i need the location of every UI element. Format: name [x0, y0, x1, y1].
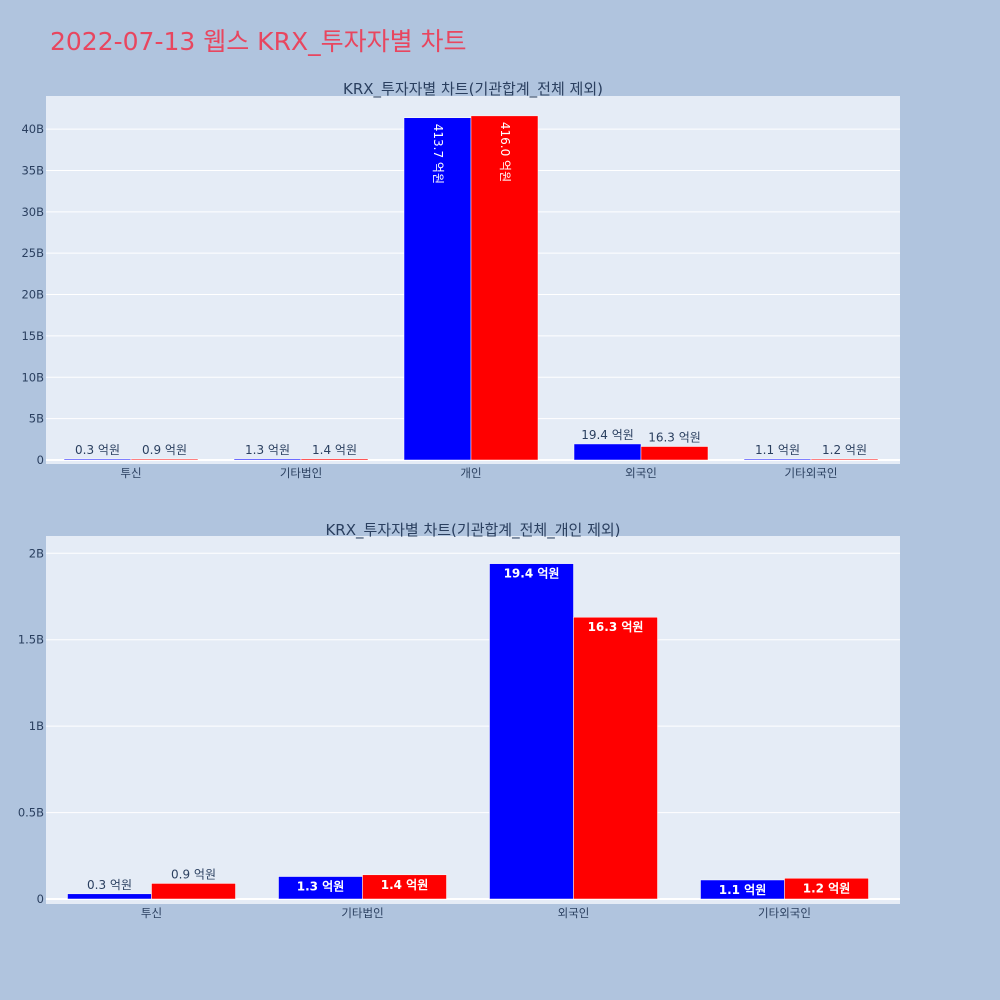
bar-value-label: 1.1 억원 — [719, 883, 767, 897]
y-tick-label: 5B — [29, 412, 44, 426]
buy-bar — [67, 893, 152, 900]
bar-value-label: 19.4 억원 — [581, 428, 634, 442]
x-tick-label: 투신 — [141, 906, 162, 920]
chart-1: 0 5B 10B 15B 20B 25B 30B 35B 40B KRX_투자자별 차트(기관합계… — [21, 80, 900, 480]
x-tick-label: 기타외국인 — [785, 466, 838, 480]
plot-area — [46, 536, 900, 904]
x-tick-label: 기타법인 — [280, 466, 322, 480]
bar-value-label: 1.1 억원 — [755, 443, 800, 457]
chart-title: KRX_투자자별 차트(기관합계_전체_개인 제외) — [325, 521, 620, 540]
sell-bar — [362, 874, 447, 900]
y-tick-label: 40B — [21, 122, 44, 136]
bar-value-label: 0.9 억원 — [142, 443, 187, 457]
bar-value-label: 19.4 억원 — [504, 567, 560, 581]
bar-value-label: 16.3 억원 — [648, 431, 701, 445]
y-tick-label: 10B — [21, 370, 44, 384]
chart-2: 0 0.5B 1B 1.5B 2B KRX_투자자별 차트(기관합계_전체_개인 제외) 투… — [18, 521, 900, 920]
sell-bar — [300, 458, 369, 461]
bar-value-label: 1.4 억원 — [381, 878, 429, 892]
sell-bar — [470, 115, 539, 461]
bar-value-label: 416.0 억원 — [498, 122, 512, 182]
y-tick-label: 1B — [29, 719, 44, 733]
buy-bar — [63, 458, 132, 461]
bar-value-label: 1.4 억원 — [312, 443, 357, 457]
y-tick-label: 15B — [21, 329, 44, 343]
buy-bar — [743, 458, 812, 461]
sell-bar — [784, 878, 869, 900]
y-tick-label: 30B — [21, 205, 44, 219]
x-tick-label: 개인 — [460, 466, 481, 480]
buy-bar — [233, 458, 302, 461]
bar-value-label: 16.3 억원 — [588, 620, 644, 634]
y-tick-label: 35B — [21, 163, 44, 177]
bar-value-label: 1.3 억원 — [245, 443, 290, 457]
bar-value-label: 0.3 억원 — [87, 878, 132, 892]
sell-bar — [573, 616, 658, 900]
sell-bar — [640, 446, 709, 461]
sell-bar — [130, 458, 199, 461]
x-tick-label: 기타법인 — [341, 906, 383, 920]
bar-value-label: 0.9 억원 — [171, 867, 216, 881]
y-tick-label: 0.5B — [18, 806, 44, 820]
y-tick-label: 2B — [29, 546, 44, 560]
chart-title: KRX_투자자별 차트(기관합계_전체 제외) — [343, 80, 603, 99]
y-tick-label: 1.5B — [18, 633, 44, 647]
bar-value-label: 413.7 억원 — [431, 124, 445, 184]
buy-bar — [403, 117, 472, 461]
sell-bar — [151, 883, 236, 900]
bar-value-label: 1.3 억원 — [297, 880, 345, 894]
y-tick-label: 0 — [37, 453, 44, 467]
x-tick-label: 기타외국인 — [758, 906, 811, 920]
y-tick-label: 0 — [37, 892, 44, 906]
bar-value-label: 1.2 억원 — [822, 443, 867, 457]
sell-bar — [810, 458, 879, 461]
page-title: 2022-07-13 웹스 KRX_투자자별 차트 — [50, 27, 467, 56]
y-tick-label: 25B — [21, 246, 44, 260]
x-tick-label: 외국인 — [625, 466, 657, 480]
buy-bar — [489, 563, 574, 900]
x-tick-label: 외국인 — [558, 906, 590, 920]
bar-value-label: 0.3 억원 — [75, 443, 120, 457]
y-tick-label: 20B — [21, 288, 44, 302]
bar-value-label: 1.2 억원 — [803, 881, 851, 895]
x-tick-label: 투신 — [120, 466, 141, 480]
buy-bar — [573, 443, 642, 461]
